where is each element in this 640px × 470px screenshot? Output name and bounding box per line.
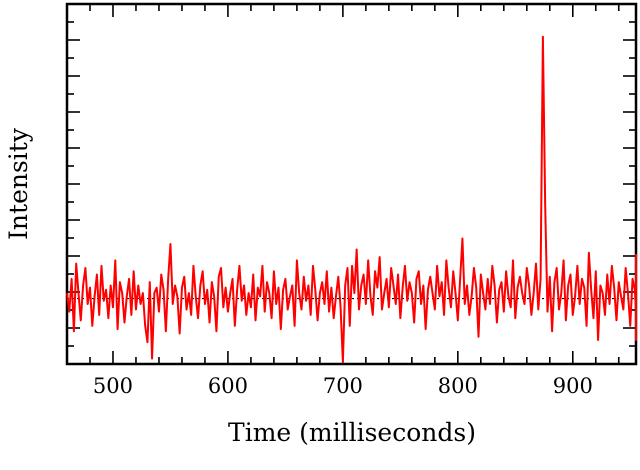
x-tick-labels: 500 600 700 800 900 [93, 374, 593, 398]
series-layer [66, 35, 637, 363]
x-axis-title: Time (milliseconds) [228, 418, 476, 447]
y-axis-ticks [67, 21, 636, 347]
x-tick-label: 900 [553, 374, 593, 398]
x-tick-label: 700 [323, 374, 363, 398]
y-axis-title: Intensity [4, 127, 33, 240]
x-tick-label: 800 [438, 374, 478, 398]
x-tick-label: 500 [93, 374, 133, 398]
x-tick-label: 600 [208, 374, 248, 398]
x-axis-ticks [66, 4, 620, 364]
series-line-0 [66, 35, 637, 363]
